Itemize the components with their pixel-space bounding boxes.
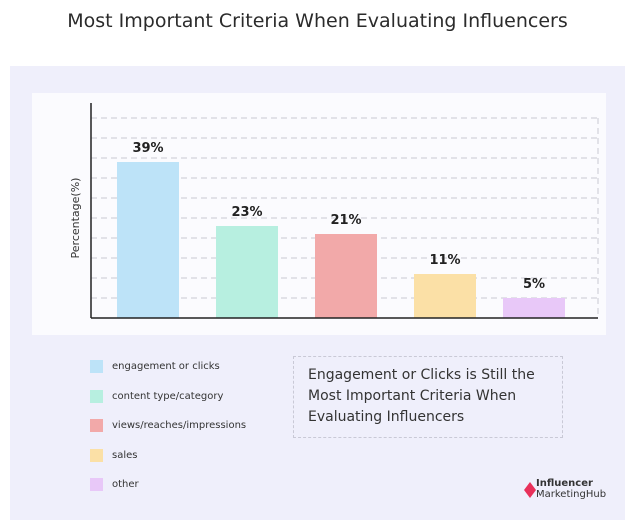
data-label-4: 11%	[429, 253, 460, 268]
brand-logo: Influencer MarketingHub	[524, 478, 624, 504]
legend-label: other	[112, 479, 139, 491]
bar-2	[216, 226, 278, 318]
data-label-2: 23%	[231, 205, 262, 220]
data-label-1: 39%	[132, 141, 163, 156]
value-labels: 39% 23% 21% 11% 5%	[132, 141, 545, 292]
legend-swatch	[90, 360, 103, 374]
legend-item: views/reaches/impressions	[90, 411, 246, 441]
legend-label: content type/category	[112, 390, 224, 402]
logo-mark-icon	[524, 482, 536, 498]
callout-note: Engagement or Clicks is Still the Most I…	[293, 356, 563, 438]
legend-item: sales	[90, 441, 246, 471]
legend-item: other	[90, 470, 246, 500]
y-axis-label: Percentage(%)	[69, 178, 82, 259]
bar-4	[414, 274, 476, 318]
legend-swatch	[90, 419, 103, 433]
chart-title: Most Important Criteria When Evaluating …	[67, 10, 568, 32]
logo-text-line1: Influencer	[536, 478, 593, 489]
legend-label: views/reaches/impressions	[112, 420, 247, 432]
legend-swatch	[90, 389, 103, 403]
logo-text-line2: MarketingHub	[536, 489, 607, 500]
legend-label: engagement or clicks	[112, 361, 220, 373]
bar-5	[503, 298, 565, 318]
legend-item: content type/category	[90, 382, 246, 412]
bar-3	[315, 234, 377, 318]
legend-swatch	[90, 448, 103, 462]
legend-item: engagement or clicks	[90, 352, 246, 382]
data-label-3: 21%	[330, 213, 361, 228]
data-label-5: 5%	[523, 277, 545, 292]
bar-1	[117, 162, 179, 318]
legend-label: sales	[112, 449, 138, 461]
legend-swatch	[90, 478, 103, 492]
bars	[117, 162, 565, 318]
legend: engagement or clicks content type/categor…	[90, 352, 246, 500]
